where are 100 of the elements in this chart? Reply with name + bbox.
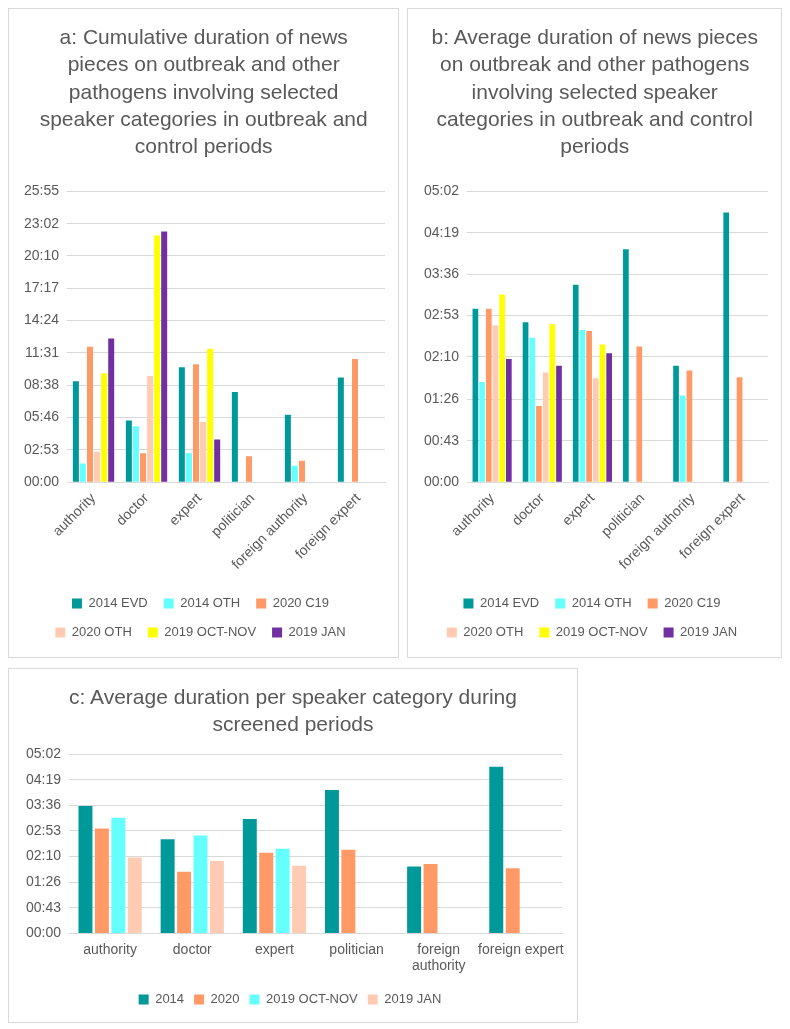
bar [499,294,505,482]
y-tick-label: 05:46 [24,408,60,425]
bar [78,805,93,933]
bar [154,235,161,482]
bar [161,231,168,482]
bar [585,330,592,482]
bar [489,766,504,933]
legend-label: 2014 [155,990,185,1006]
x-tick-label: expert [254,940,294,957]
bar [505,867,520,933]
bar [423,863,438,933]
bar [111,817,126,933]
bar [246,456,253,482]
bar [259,852,274,933]
bar [572,284,579,482]
x-tick-label: authority [83,940,137,957]
bar [529,337,535,482]
bar [622,249,629,482]
y-tick-label: 02:10 [423,347,459,364]
legend-label: 2019 OCT-NOV [266,990,359,1006]
bar [352,359,359,482]
legend-label: 2020 C19 [272,595,330,611]
y-tick-label: 14:24 [24,311,60,328]
y-tick-label: 02:53 [423,306,459,323]
bar [94,451,101,482]
bar [80,463,87,482]
bar [140,453,147,482]
bar [285,414,292,482]
bar [73,381,80,482]
y-tick-label: 08:38 [24,376,60,393]
y-tick-label: 11:31 [25,343,60,360]
y-tick-label: 02:53 [24,440,60,457]
bar [485,308,492,482]
y-tick-label: 05:02 [423,182,459,199]
bar [108,338,115,482]
bar [592,378,599,482]
legend-label: 2019 JAN [288,624,346,640]
bar [275,848,290,933]
bar [232,392,239,482]
bar [207,348,214,482]
bar [133,426,140,482]
y-tick-label: 25:55 [24,182,60,199]
x-tick-label: foreign expert [478,940,564,957]
bar [292,465,299,482]
x-tick-label: politician [329,940,384,957]
x-tick-label: doctor [172,940,213,957]
y-tick-label: 20:10 [24,246,60,263]
chart-title: b: Average duration of news pieces on outbreak and other pathogens involving selected speaker categories in outbreak and control periods [430,24,759,160]
y-tick-label: 23:02 [24,214,60,231]
legend-label: 2019 JAN [679,624,737,640]
bar [606,353,612,482]
bar [478,382,485,482]
bar [126,420,133,482]
legend-label: 2014 EVD [479,595,539,611]
bar [214,439,221,482]
bar [338,377,345,482]
legend-label: 2014 OTH [180,595,241,611]
y-tick-label: 17:17 [24,279,60,296]
bar [505,358,512,482]
y-tick-label: 03:36 [423,265,459,282]
y-tick-label: 00:00 [423,472,459,489]
bar [147,375,154,482]
bar [407,866,422,933]
y-tick-label: 01:26 [423,390,459,407]
y-tick-label: 00:43 [423,431,459,448]
bar [292,865,307,933]
bar [94,828,109,933]
bar [87,346,94,482]
legend-label: 2019 JAN [384,990,442,1006]
chart-title: a: Cumulative duration of news pieces on outbreak and other pathogens involving selected speaker categories in outbreak and control periods [38,24,369,160]
legend-label: 2014 EVD [88,595,148,611]
legend-label: 2014 OTH [571,595,632,611]
bar [193,364,200,482]
legend-label: 2019 OCT-NOV [555,624,648,640]
legend-label: 2020 [210,990,240,1006]
y-tick-label: 03:36 [25,795,62,812]
x-tick-label: foreign authority [411,940,466,974]
bar [636,346,642,482]
y-tick-label: 00:43 [25,898,62,915]
chart-title: c: Average duration per speaker category during screened periods [68,684,518,738]
legend-label: 2020 OTH [72,624,133,640]
bar [160,838,175,933]
bar [299,460,306,482]
legend-label: 2020 C19 [663,595,721,611]
y-tick-label: 01:26 [25,872,62,889]
bar [179,367,186,482]
y-tick-label: 00:00 [25,923,62,940]
bar [672,365,679,482]
bar [679,395,686,482]
bar [127,857,142,933]
bar [324,789,339,933]
y-tick-label: 02:53 [25,821,62,838]
y-tick-label: 00:00 [24,472,60,489]
bar [186,453,193,482]
bar [549,324,555,482]
y-tick-label: 04:19 [25,770,62,787]
bar [723,212,729,482]
y-tick-label: 02:10 [25,846,62,863]
y-tick-label: 05:02 [25,744,62,761]
legend-label: 2019 OCT-NOV [164,624,257,640]
